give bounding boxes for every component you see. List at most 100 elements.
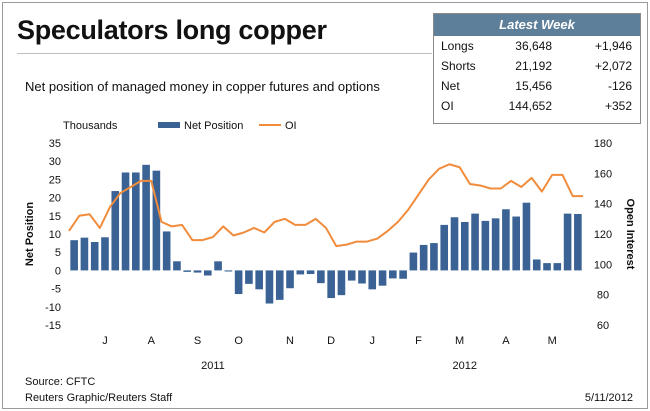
row-change: +1,946 [594,39,632,53]
row-label: Shorts [441,59,476,73]
y-tick-left: 5 [55,247,61,259]
net-position-bar [358,270,366,284]
net-position-bar [378,270,387,286]
latest-week-row-longs: Longs 36,648 +1,946 [434,36,640,56]
y-axis-left-label: Net Position [24,202,36,266]
title-divider [17,53,432,54]
net-position-bar [337,270,346,296]
y-axis-right-label: Open Interest [624,199,636,270]
net-position-bar [522,202,531,271]
net-position-bar [275,270,284,300]
x-tick-month: J [102,335,108,347]
net-position-bar [162,231,171,271]
y-tick-left: 0 [55,265,61,277]
x-tick-month: O [234,335,243,347]
y-tick-right: 100 [594,259,612,271]
y-tick-right: 60 [597,320,609,332]
net-position-bar [132,172,140,271]
y-tick-left: -10 [45,302,61,314]
publish-date: 5/11/2012 [584,392,633,404]
x-tick-month: M [548,335,557,347]
net-position-bar [224,270,233,272]
net-position-bar [491,218,500,271]
credit-note: Reuters Graphic/Reuters Staff [25,392,173,404]
chart-subtitle: Net position of managed money in copper … [25,79,380,94]
net-position-bar [368,270,377,290]
row-value: 36,648 [515,39,552,53]
legend-oi-label: OI [285,120,297,132]
net-position-bar [183,270,192,272]
x-tick-month: S [194,335,201,347]
y-tick-left: 35 [49,138,61,150]
latest-week-panel: Latest Week Longs 36,648 +1,946 Shorts 2… [433,13,641,124]
y-tick-left: 10 [49,229,61,241]
row-value: 15,456 [515,79,552,93]
page-title: Speculators long copper [17,15,327,45]
y-tick-left: -15 [45,320,61,332]
net-position-bar [142,164,150,271]
legend-net-position-label: Net Position [184,120,243,132]
y-tick-right: 160 [594,168,612,180]
y-tick-left: -5 [51,284,61,296]
net-position-bar [543,263,551,271]
net-position-bar [245,270,253,284]
net-position-bar [101,237,109,271]
legend-net-position-swatch [158,122,180,128]
net-position-bar [419,244,428,271]
net-position-bar [399,270,407,279]
net-position-bar [553,263,562,271]
row-value: 21,192 [515,59,552,73]
x-tick-month: N [286,335,294,347]
net-position-bar [70,240,78,271]
net-position-bar [286,270,294,289]
net-position-bar [265,270,274,304]
row-label: OI [441,99,454,113]
net-position-bar [306,270,315,275]
net-position-bar [471,213,479,271]
y-tick-right: 180 [594,138,612,150]
row-change: +352 [604,99,632,113]
latest-week-row-oi: OI 144,652 +352 [434,96,640,116]
net-position-bar [481,220,490,271]
net-position-bar [80,237,89,271]
x-tick-month: D [327,335,335,347]
net-position-bar [173,261,181,271]
x-tick-month: A [148,335,156,347]
x-tick-year: 2011 [201,360,225,372]
net-position-bar [430,243,438,271]
net-position-bar [111,191,120,271]
units-label: Thousands [63,120,118,132]
source-note: Source: CFTC [25,376,96,388]
net-position-bar [450,217,459,271]
oi-line [68,163,583,248]
y-tick-left: 15 [49,211,61,223]
net-position-bar [121,172,130,271]
y-tick-left: 20 [49,193,61,205]
net-position-bar [532,259,541,271]
row-label: Net [441,79,460,93]
latest-week-row-shorts: Shorts 21,192 +2,072 [434,56,640,76]
x-tick-month: J [370,335,376,347]
x-tick-month: M [455,335,464,347]
latest-week-row-net: Net 15,456 -126 [434,76,640,96]
y-tick-left: 30 [49,156,61,168]
y-tick-left: 25 [49,174,61,186]
row-change: +2,072 [594,59,632,73]
row-change: -126 [607,79,632,93]
net-position-bar [317,270,325,284]
net-position-bar [409,252,418,271]
net-position-bar [440,224,449,271]
net-position-bar [203,270,212,276]
y-tick-right: 120 [594,229,612,241]
net-position-bar [255,270,263,290]
net-position-bar [389,270,397,279]
net-position-bar [234,270,243,295]
net-position-bar [296,270,305,275]
latest-week-title: Latest Week [434,14,640,36]
y-tick-right: 140 [594,199,612,211]
net-position-bar [460,221,469,271]
net-position-bar [574,213,582,271]
net-position-bar [90,242,99,271]
net-position-bar [327,270,335,299]
net-position-bar [347,270,356,281]
